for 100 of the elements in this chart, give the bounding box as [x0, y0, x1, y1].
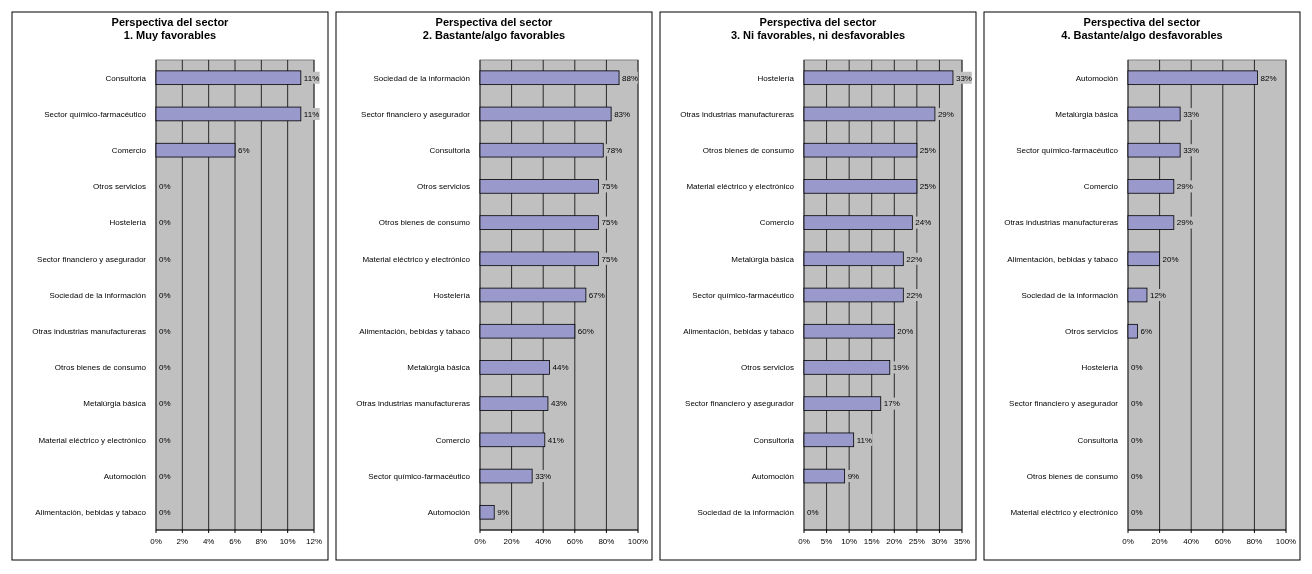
data-label: 0% — [159, 471, 171, 481]
y-tick-label: Hostelería — [433, 290, 471, 300]
data-label: 29% — [937, 109, 954, 119]
chart-title: Perspectiva del sector 4. Bastante/algo desfavorables — [1061, 16, 1223, 41]
data-label: 25% — [919, 182, 936, 192]
data-label: 0% — [1131, 435, 1143, 445]
data-label: 44% — [552, 363, 569, 373]
data-label: 0% — [159, 290, 171, 300]
x-tick-label: 12% — [305, 537, 323, 546]
data-label: 33% — [1183, 145, 1200, 155]
y-tick-label: Material eléctrico y electrónico — [1010, 508, 1119, 518]
data-label: 11% — [303, 73, 320, 83]
x-tick-label: 10% — [841, 537, 858, 546]
data-label: 0% — [159, 435, 171, 445]
data-label: 88% — [622, 73, 639, 83]
y-tick-label: Alimentación, bebidas y tabaco — [1007, 254, 1119, 264]
chart-title: Perspectiva del sector 2. Bastante/algo favorables — [422, 16, 566, 41]
data-label: 0% — [1131, 471, 1143, 481]
data-label: 0% — [1131, 363, 1143, 373]
y-tick-label: Consultoria — [429, 145, 471, 155]
y-tick-label: Sociedad de la información — [373, 73, 470, 83]
y-tick-label: Metalúrgia básica — [83, 399, 147, 409]
y-tick-label: Automoción — [103, 471, 146, 481]
y-tick-label: Comercio — [1083, 182, 1119, 192]
y-tick-label: Metalúrgia básica — [407, 363, 471, 373]
data-label: 75% — [601, 254, 618, 264]
x-tick-label: 15% — [863, 537, 880, 546]
x-tick-label: 10% — [279, 537, 296, 546]
data-label: 29% — [1176, 182, 1193, 192]
y-tick-label: Sector químico-farmacéutico — [692, 290, 795, 300]
data-label: 82% — [1260, 73, 1277, 83]
data-label: 43% — [550, 399, 567, 409]
data-label: 78% — [606, 145, 623, 155]
y-tick-label: Material eléctrico y electrónico — [38, 435, 147, 445]
x-tick-label: 8% — [255, 537, 268, 546]
x-tick-label: 6% — [229, 537, 241, 546]
data-label: 0% — [159, 254, 171, 264]
data-label: 9% — [847, 471, 860, 481]
x-tick-label: 0% — [474, 537, 486, 546]
y-tick-label: Automoción — [1075, 73, 1118, 83]
y-tick-label: Sociedad de la información — [1021, 290, 1118, 300]
data-label: 33% — [1183, 109, 1200, 119]
x-tick-label: 100% — [627, 537, 649, 546]
data-label: 0% — [159, 399, 171, 409]
data-label: 11% — [303, 109, 320, 119]
y-tick-label: Sector financiero y asegurador — [685, 399, 795, 409]
x-tick-label: 30% — [931, 537, 948, 546]
x-tick-label: 0% — [150, 537, 162, 546]
x-tick-label: 80% — [1246, 537, 1263, 546]
x-tick-label: 100% — [1275, 537, 1297, 546]
data-label: 19% — [892, 363, 909, 373]
data-label: 20% — [897, 327, 914, 337]
x-tick-label: 35% — [953, 537, 971, 546]
y-tick-label: Otros bienes de consumo — [1026, 471, 1119, 481]
data-label: 11% — [856, 435, 873, 445]
data-label: 22% — [906, 254, 923, 264]
y-tick-label: Otros servicios — [1065, 327, 1118, 337]
data-label: 0% — [159, 363, 171, 373]
y-tick-label: Comercio — [759, 218, 795, 228]
y-tick-label: Material eléctrico y electrónico — [362, 254, 471, 264]
y-tick-label: Consultoria — [105, 73, 147, 83]
data-label: 75% — [601, 182, 618, 192]
data-label: 0% — [1131, 508, 1143, 518]
y-tick-label: Otras industrias manufactureras — [356, 399, 470, 409]
y-tick-label: Alimentación, bebidas y tabaco — [683, 327, 795, 337]
data-label: 41% — [547, 435, 564, 445]
data-label: 20% — [1162, 254, 1179, 264]
y-tick-label: Sector químico-farmacéutico — [1016, 145, 1119, 155]
y-tick-label: Sociedad de la información — [49, 290, 146, 300]
y-tick-label: Alimentación, bebidas y tabaco — [359, 327, 471, 337]
data-label: 0% — [159, 508, 171, 518]
y-tick-label: Metalúrgia básica — [731, 254, 795, 264]
y-tick-label: Otros bienes de consumo — [378, 218, 471, 228]
data-label: 12% — [1149, 290, 1166, 300]
data-label: 0% — [159, 182, 171, 192]
data-label: 0% — [1131, 399, 1143, 409]
data-label: 29% — [1176, 218, 1193, 228]
x-tick-label: 40% — [1183, 537, 1200, 546]
x-tick-label: 2% — [176, 537, 189, 546]
data-label: 83% — [614, 109, 631, 119]
y-tick-label: Otras industrias manufactureras — [680, 109, 794, 119]
y-tick-label: Hostelería — [109, 218, 147, 228]
y-tick-label: Sector financiero y asegurador — [37, 254, 147, 264]
data-label: 6% — [238, 145, 250, 155]
data-label: 17% — [883, 399, 900, 409]
y-tick-label: Otras industrias manufactureras — [32, 327, 146, 337]
y-tick-label: Alimentación, bebidas y tabaco — [35, 508, 147, 518]
x-tick-label: 25% — [908, 537, 925, 546]
data-label: 22% — [906, 290, 923, 300]
data-label: 24% — [915, 218, 932, 228]
data-label: 33% — [955, 73, 972, 83]
chart-title: Perspectiva del sector 3. Ni favorables, ni desfavorables — [730, 16, 906, 41]
y-tick-label: Sector financiero y asegurador — [361, 109, 471, 119]
data-label: 0% — [159, 327, 171, 337]
data-label: 75% — [601, 218, 618, 228]
y-tick-label: Hostelería — [757, 73, 795, 83]
data-label: 25% — [919, 145, 936, 155]
y-tick-label: Comercio — [435, 435, 471, 445]
x-tick-label: 20% — [1151, 537, 1168, 546]
y-tick-label: Automoción — [427, 508, 470, 518]
